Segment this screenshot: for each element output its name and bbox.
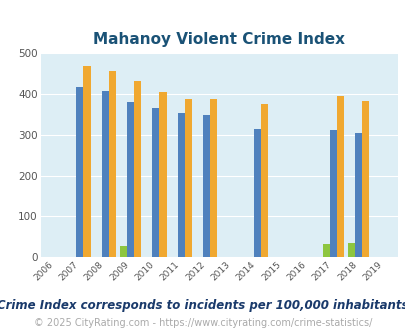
Bar xyxy=(101,91,109,257)
Text: Crime Index corresponds to incidents per 100,000 inhabitants: Crime Index corresponds to incidents per… xyxy=(0,299,405,312)
Bar xyxy=(202,115,210,257)
Bar xyxy=(159,92,166,257)
Bar xyxy=(336,96,343,257)
Title: Mahanoy Violent Crime Index: Mahanoy Violent Crime Index xyxy=(93,32,344,48)
Bar xyxy=(134,81,141,257)
Bar xyxy=(119,246,127,257)
Bar xyxy=(83,66,90,257)
Bar xyxy=(210,99,217,257)
Bar xyxy=(76,87,83,257)
Bar xyxy=(109,71,115,257)
Bar xyxy=(152,108,159,257)
Bar xyxy=(127,102,134,257)
Bar xyxy=(177,114,184,257)
Bar xyxy=(184,99,192,257)
Bar xyxy=(260,104,267,257)
Bar xyxy=(347,243,354,257)
Bar xyxy=(322,244,329,257)
Bar xyxy=(329,130,336,257)
Text: © 2025 CityRating.com - https://www.cityrating.com/crime-statistics/: © 2025 CityRating.com - https://www.city… xyxy=(34,318,371,328)
Bar xyxy=(253,129,260,257)
Bar xyxy=(361,102,368,257)
Bar xyxy=(354,133,361,257)
